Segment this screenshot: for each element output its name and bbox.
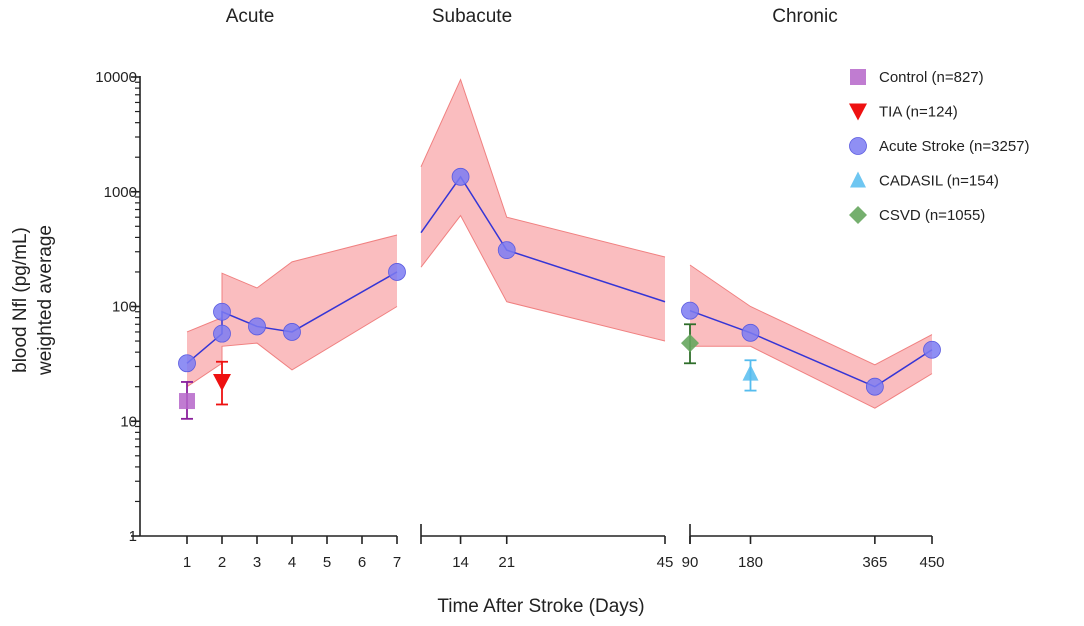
subacute-band-lower-edge (420, 214, 666, 342)
legend-label-cadasil: CADASIL (n=154) (879, 173, 999, 190)
legend-marker-cadasil (850, 171, 866, 188)
csvd-point (681, 334, 699, 353)
chronic-x-tick-label: 90 (682, 554, 699, 571)
chronic-stroke-point (865, 377, 884, 396)
legend-label-csvd: CSVD (n=1055) (879, 207, 985, 224)
tia-point (213, 373, 231, 391)
legend-marker-control (850, 69, 866, 85)
chronic-stroke-point (923, 340, 941, 359)
acute-x-tick-label: 3 (253, 554, 261, 571)
y-tick-label: 1000 (104, 184, 137, 201)
y-tick-label: 1 (129, 528, 137, 545)
acute-band (187, 234, 397, 387)
y-axis-title-line1: blood Nfl (pg/mL) (10, 227, 31, 373)
legend-marker-stroke (849, 137, 867, 155)
acute-x-tick-label: 5 (323, 554, 331, 571)
chronic-band (690, 264, 932, 409)
y-axis-title-line2: weighted average (35, 225, 56, 376)
acute-panel-title: Acute (226, 6, 275, 27)
y-tick-label: 100 (112, 299, 137, 316)
subacute-stroke-line (420, 175, 666, 303)
acute-band-upper-edge (186, 234, 398, 333)
acute-stroke-point (248, 317, 266, 336)
axes (131, 76, 933, 544)
acute-stroke-point (283, 323, 301, 341)
chronic-x-tick-label: 365 (862, 554, 887, 571)
acute-x-tick-label: 6 (358, 554, 366, 571)
acute-stroke-point (178, 354, 196, 373)
chronic-stroke-line (689, 309, 933, 388)
legend-label-tia: TIA (n=124) (879, 104, 958, 121)
acute-x-tick-label: 2 (218, 554, 226, 571)
chart-text: 1 10 100 1000 10000 blood Nfl (pg/mL) weighted… (10, 6, 945, 617)
x-axis-title: Time After Stroke (Days) (437, 596, 644, 617)
y-tick-label: 10000 (95, 69, 137, 86)
legend-label-stroke: Acute Stroke (n=3257) (879, 138, 1030, 155)
subacute-band-upper-edge (420, 78, 666, 258)
subacute-band (421, 79, 665, 342)
acute-stroke-point (213, 302, 231, 321)
chronic-band-upper-edge (689, 264, 933, 366)
chronic-band-lower-edge (690, 345, 933, 409)
acute-band-lower-edge (186, 306, 398, 388)
acute-x-tick-label: 7 (393, 554, 401, 571)
subacute-x-tick-label: 45 (657, 554, 674, 571)
y-tick-label: 10 (120, 413, 137, 430)
legend-label-control: Control (n=827) (879, 69, 984, 86)
subacute-panel-title: Subacute (432, 6, 512, 27)
acute-x-tick-label: 4 (288, 554, 296, 571)
acute-stroke-point (388, 263, 406, 281)
chronic-x-tick-label: 180 (738, 554, 763, 571)
data-markers (178, 167, 941, 420)
acute-x-tick-label: 1 (183, 554, 191, 571)
subacute-x-tick-label: 21 (498, 554, 515, 571)
subacute-stroke-point (497, 241, 516, 260)
subacute-stroke-point (451, 167, 470, 186)
chronic-stroke-point (741, 323, 760, 342)
acute-stroke-point (213, 324, 231, 343)
chronic-panel-title: Chronic (772, 6, 837, 27)
chronic-x-tick-label: 450 (919, 554, 944, 571)
legend-marker-tia (849, 103, 867, 121)
chronic-stroke-point (681, 301, 699, 320)
legend-marker-csvd (849, 206, 867, 224)
legend: Control (n=827) TIA (n=124) Acute Stroke (… (849, 69, 1030, 224)
cadasil-point (742, 364, 759, 381)
control-point (179, 393, 195, 410)
subacute-x-tick-label: 14 (452, 554, 469, 571)
confidence-bands (186, 78, 933, 409)
